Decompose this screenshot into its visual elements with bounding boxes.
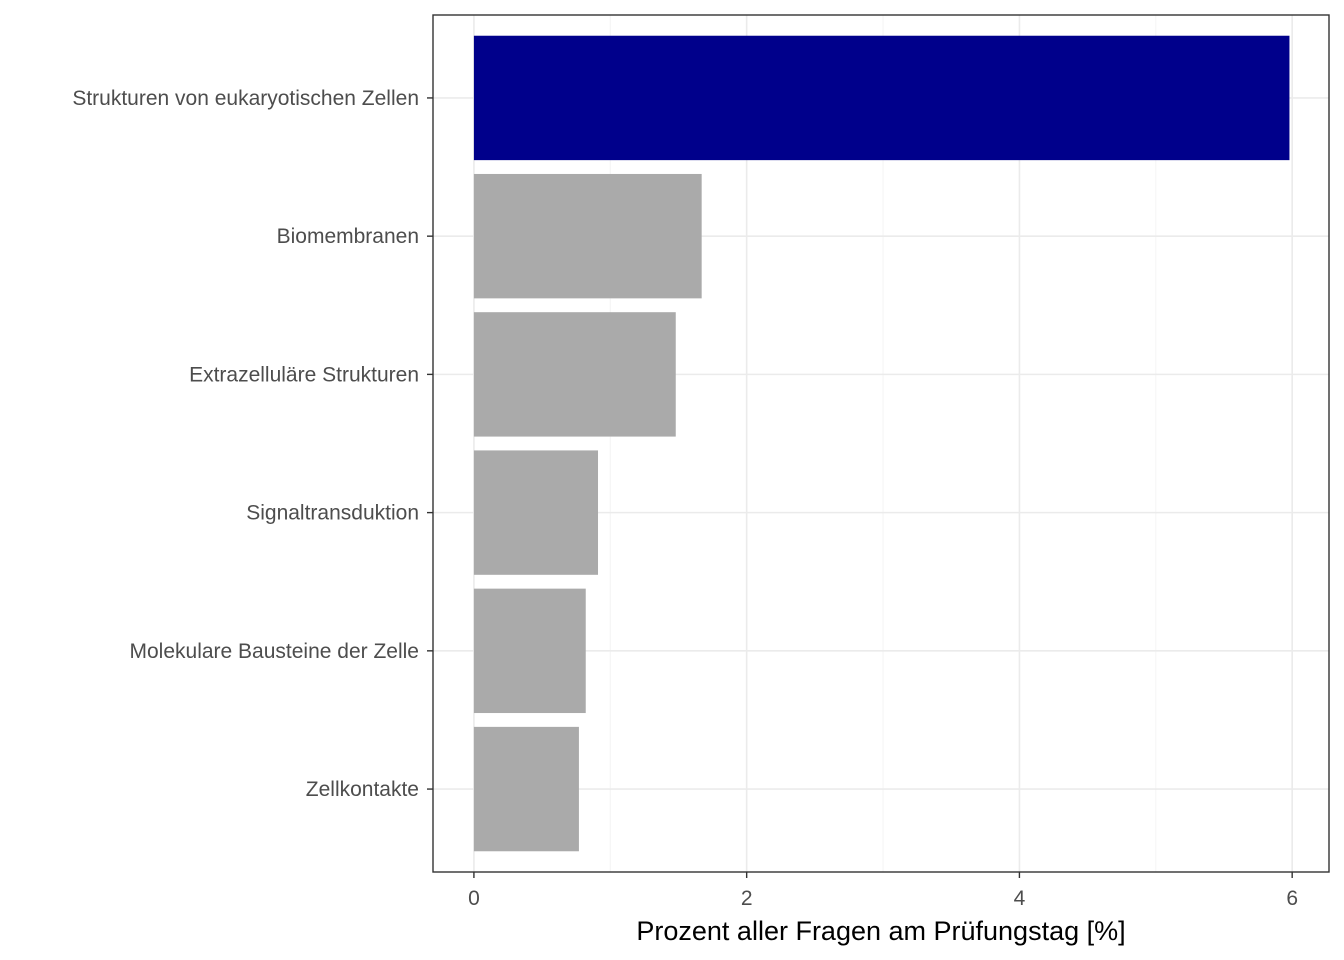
bar [473, 450, 599, 575]
y-tick-label: Biomembranen [277, 225, 419, 248]
y-tick-label: Strukturen von eukaryotischen Zellen [72, 87, 419, 110]
x-tick-label: 2 [741, 887, 753, 910]
bar [473, 173, 702, 299]
bar [473, 35, 1290, 161]
bar [473, 726, 579, 852]
x-tick-label: 0 [468, 887, 480, 910]
x-tick-label: 6 [1286, 887, 1298, 910]
bar [473, 312, 676, 437]
y-tick-label: Zellkontakte [306, 778, 419, 801]
y-tick-label: Extrazelluläre Strukturen [189, 363, 419, 386]
y-axis: Strukturen von eukaryotischen Zellen Biom… [72, 87, 433, 801]
y-tick-label: Molekulare Bausteine der Zelle [130, 640, 420, 663]
x-tick-label: 4 [1014, 887, 1026, 910]
x-axis: 0 2 4 6 [468, 872, 1298, 910]
y-tick-label: Signaltransduktion [246, 502, 419, 525]
x-axis-title: Prozent aller Fragen am Prüfungstag [%] [636, 916, 1125, 946]
panel-border [432, 14, 1330, 873]
bar [473, 588, 586, 714]
bars [473, 35, 1290, 852]
